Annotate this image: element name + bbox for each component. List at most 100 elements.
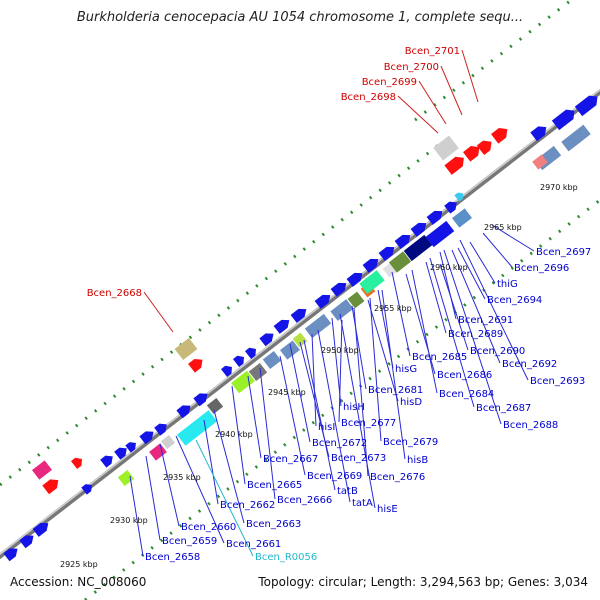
gene-label: Bcen_2689: [448, 329, 503, 340]
gene-arrow: [463, 146, 480, 162]
gene-arrow-shape: [176, 405, 191, 419]
gene-label: thiG: [497, 279, 518, 290]
gene-arrow-shape: [188, 359, 203, 373]
leader-line: [175, 435, 225, 544]
gene-block-shape: [452, 208, 472, 228]
scale-tick-label: 2955 kbp: [374, 304, 412, 313]
gene-arrow-shape: [330, 282, 347, 297]
gene-arrow: [188, 359, 203, 373]
gene-block-shape: [382, 262, 398, 278]
gene-block-shape: [388, 251, 412, 273]
gene-label: Bcen_2696: [514, 263, 569, 274]
scale-tick-label: 2930 kbp: [110, 516, 148, 525]
gene-arrow-shape: [232, 355, 244, 368]
gene-label: Bcen_2698: [341, 92, 396, 103]
gene-arrow: [81, 484, 92, 495]
gene-label: Bcen_2669: [307, 471, 362, 482]
leader-line: [425, 261, 447, 334]
outer-track-dots-left: [0, 138, 446, 487]
gene-block: [452, 208, 472, 228]
gene-block-shape: [433, 135, 459, 161]
gene-arrow-shape: [426, 210, 443, 225]
gene-block: [174, 337, 198, 361]
gene-labels: Bcen_2701 Bcen_2700 Bcen_2699 Bcen_2698 Bcen…: [87, 46, 592, 563]
leader-line: [247, 375, 262, 459]
gene-block-shape: [280, 340, 300, 360]
gene-block-shape: [425, 220, 455, 248]
gene-block-shape: [117, 469, 135, 487]
label-leaders: [129, 49, 535, 557]
gene-arrow: [32, 522, 49, 537]
gene-block: [292, 332, 308, 348]
gene-label: hisH: [343, 402, 365, 413]
gene-arrow-shape: [476, 140, 492, 156]
scale-tick-label: 2950 kbp: [321, 346, 359, 355]
gene-label: Bcen_2701: [405, 46, 460, 57]
gene-arrow-shape: [378, 246, 395, 261]
gene-arrow-shape: [114, 447, 127, 460]
gene-arrow-shape: [19, 535, 34, 549]
gene-label: Bcen_2694: [487, 295, 542, 306]
gene-block-shape: [532, 154, 548, 170]
outer-track-dots-right: [414, 0, 574, 122]
leader-line: [311, 333, 317, 427]
scale-tick-label: 2935 kbp: [163, 473, 201, 482]
gene-arrow: [125, 442, 136, 453]
gene-arrow-shape: [410, 222, 427, 237]
gene-arrow: [42, 479, 59, 495]
gene-block-shape: [304, 313, 332, 339]
gene-label: hisD: [400, 397, 422, 408]
gene-arrow: [394, 234, 411, 249]
gene-block: [433, 135, 459, 161]
scale-tick-label: 2925 kbp: [60, 560, 98, 569]
gene-arrow-shape: [530, 126, 547, 142]
scale-tick-label: 2940 kbp: [215, 430, 253, 439]
leader-line: [440, 65, 463, 116]
gene-block-shape: [149, 443, 167, 461]
leader-line: [259, 367, 276, 500]
gene-arrow-shape: [81, 484, 92, 495]
gene-arrow-shape: [394, 234, 411, 249]
gene-arrow-shape: [259, 333, 274, 347]
gene-arrow: [530, 126, 547, 142]
gene-block-shape: [206, 397, 224, 415]
scale-tick-label: 2970 kbp: [540, 183, 578, 192]
gene-arrow: [491, 128, 508, 144]
gene-block: [149, 443, 167, 461]
gene-arrow: [193, 393, 208, 407]
leader-line: [391, 271, 411, 357]
gene-arrow-shape: [100, 455, 113, 468]
gene-label: Bcen_2677: [341, 418, 396, 429]
gene-block: [32, 460, 52, 480]
gene-label: hisB: [407, 455, 428, 466]
leader-line: [482, 232, 513, 268]
gene-label: Bcen_2659: [162, 536, 217, 547]
gene-block: [359, 270, 385, 294]
gene-block-shape: [160, 434, 176, 450]
leader-line: [339, 313, 376, 509]
gene-arrow-shape: [454, 192, 464, 202]
gene-block: [330, 299, 354, 321]
leader-line: [457, 247, 486, 300]
leader-line: [338, 319, 343, 423]
gene-label: Bcen_2692: [502, 359, 557, 370]
gene-label: Bcen_2687: [476, 403, 531, 414]
leader-line: [159, 443, 180, 527]
gene-block: [280, 340, 300, 360]
gene-arrow-shape: [193, 393, 208, 407]
gene-arrow: [232, 355, 244, 368]
gene-label: Bcen_2662: [220, 500, 275, 511]
gene-arrow: [444, 201, 457, 214]
leader-line: [367, 299, 399, 402]
gene-label: Bcen_2685: [412, 352, 467, 363]
gene-arrow-shape: [346, 272, 363, 287]
gene-label: Bcen_2691: [458, 315, 513, 326]
chromosome-backbone-highlight: [0, 88, 600, 556]
gene-arrow: [330, 282, 347, 297]
gene-block-shape: [231, 370, 255, 394]
leader-line: [461, 49, 479, 103]
gene-label: Bcen_2693: [530, 376, 585, 387]
gene-arrow-shape: [42, 479, 59, 495]
gene-arrow: [454, 192, 464, 202]
